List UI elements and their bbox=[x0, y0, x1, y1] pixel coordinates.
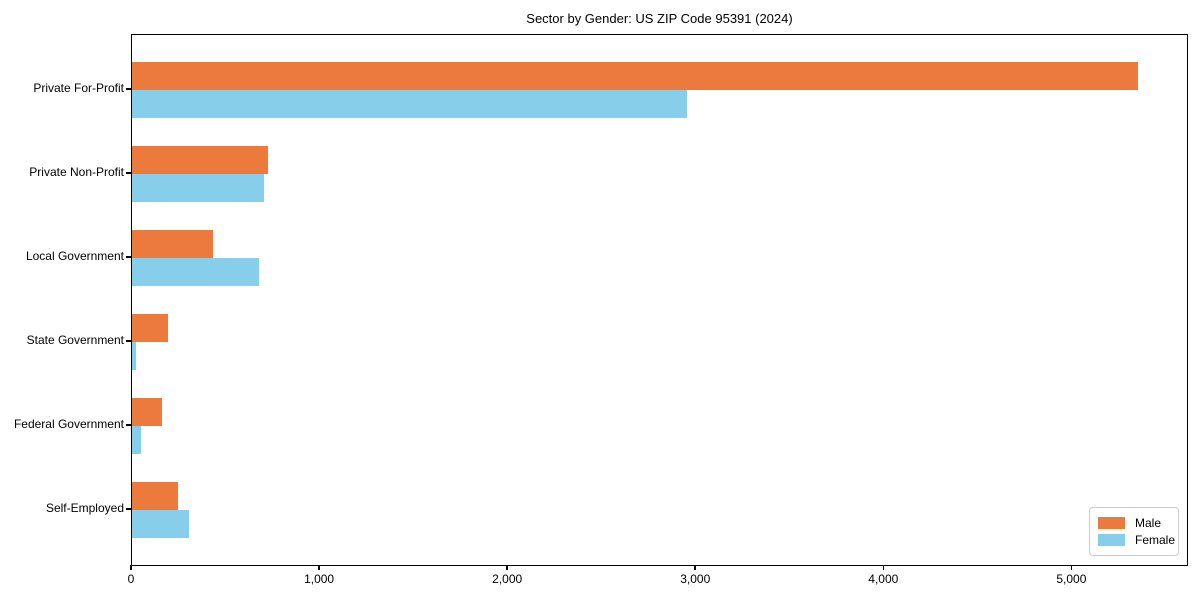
legend-label-female: Female bbox=[1135, 533, 1176, 548]
bar-female-state-government bbox=[132, 342, 136, 370]
y-tick-mark bbox=[126, 424, 131, 426]
y-tick-label-self-employed: Self-Employed bbox=[45, 501, 124, 515]
bar-female-local-government bbox=[132, 258, 259, 286]
y-tick-mark bbox=[126, 88, 131, 90]
bar-male-state-government bbox=[132, 314, 168, 342]
y-tick-mark bbox=[126, 256, 131, 258]
x-tick-label-4-000: 4,000 bbox=[868, 572, 899, 586]
legend-swatch-male bbox=[1098, 516, 1125, 529]
bar-male-private-non-profit bbox=[132, 146, 269, 174]
y-tick-label-local-government: Local Government bbox=[25, 249, 124, 263]
y-tick-label-private-non-profit: Private Non-Profit bbox=[29, 165, 124, 179]
legend-row-female: Female bbox=[1098, 533, 1175, 547]
bar-female-private-for-profit bbox=[132, 90, 687, 118]
bar-male-private-for-profit bbox=[132, 62, 1139, 90]
bar-male-self-employed bbox=[132, 482, 179, 510]
x-tick-mark bbox=[130, 565, 132, 570]
legend-row-male: Male bbox=[1098, 516, 1170, 530]
x-tick-label-3-000: 3,000 bbox=[680, 572, 711, 586]
x-tick-mark bbox=[318, 565, 320, 570]
bars-layer bbox=[132, 35, 1187, 565]
y-tick-mark bbox=[126, 172, 131, 174]
bar-female-self-employed bbox=[132, 510, 190, 538]
legend-label-male: Male bbox=[1135, 515, 1162, 530]
x-tick-label-1-000: 1,000 bbox=[304, 572, 335, 586]
bar-male-local-government bbox=[132, 230, 213, 258]
bar-female-federal-government bbox=[132, 426, 141, 454]
x-tick-mark bbox=[694, 565, 696, 570]
x-tick-label-0: 0 bbox=[127, 572, 135, 586]
x-tick-label-5-000: 5,000 bbox=[1056, 572, 1087, 586]
y-tick-mark bbox=[126, 340, 131, 342]
legend: Male Female bbox=[1089, 507, 1179, 556]
chart-title: Sector by Gender: US ZIP Code 95391 (202… bbox=[526, 11, 793, 26]
y-tick-label-federal-government: Federal Government bbox=[13, 417, 124, 431]
y-tick-label-state-government: State Government bbox=[26, 333, 124, 347]
x-tick-mark bbox=[1070, 565, 1073, 570]
plot-area bbox=[131, 34, 1188, 566]
y-tick-label-private-for-profit: Private For-Profit bbox=[33, 81, 124, 95]
x-tick-mark bbox=[506, 565, 508, 570]
y-tick-mark bbox=[126, 508, 131, 510]
x-tick-mark bbox=[882, 565, 885, 570]
legend-swatch-female bbox=[1098, 534, 1125, 547]
bar-male-federal-government bbox=[132, 398, 163, 426]
x-tick-label-2-000: 2,000 bbox=[492, 572, 523, 586]
bar-female-private-non-profit bbox=[132, 174, 264, 202]
